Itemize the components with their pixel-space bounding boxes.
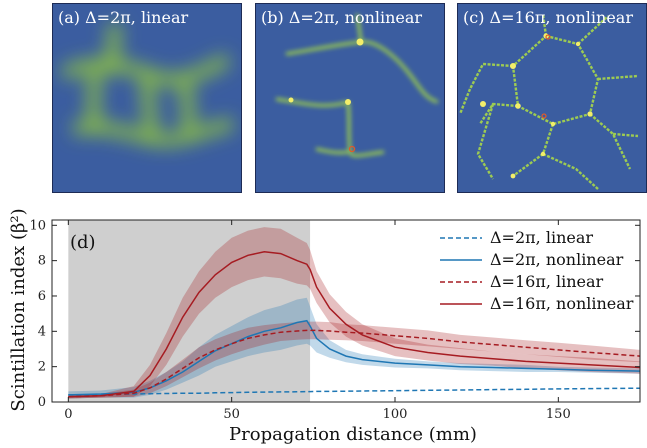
legend-entry-0: Δ=2π, linear: [490, 228, 593, 247]
y-tick-label-5: 10: [29, 218, 46, 233]
axes: 0 50 100 150 0 2 4 6 8 10: [29, 218, 641, 422]
series-line-2: [68, 329, 641, 398]
scintillation-chart: 0 50 100 150 0 2 4 6 8 10 (d) Propagation distanc…: [8, 208, 641, 445]
legend-entry-2: Δ=16π, linear: [490, 272, 604, 291]
plot-frame: [51, 219, 641, 403]
y-tick-label-2: 4: [38, 324, 46, 339]
legend-entry-1: Δ=2π, nonlinear: [490, 250, 624, 269]
panel-c-label: (c) Δ=16π, nonlinear: [463, 8, 633, 27]
panel-a: (a) Δ=2π, linear: [52, 3, 242, 193]
y-tick-label-1: 2: [38, 360, 46, 375]
x-tick-label-0: 0: [64, 407, 72, 422]
series-line-1: [68, 319, 641, 396]
y-axis-label: Scintillation index (β²): [8, 208, 29, 411]
series-band-1: [68, 297, 641, 399]
x-tick-label-1: 50: [223, 407, 240, 422]
panel-b-label: (b) Δ=2π, nonlinear: [261, 8, 423, 27]
shaded-region: [68, 220, 311, 402]
panel-c: (c) Δ=16π, nonlinear: [457, 3, 647, 193]
series-line-3: [68, 251, 641, 398]
x-tick-label-2: 100: [383, 407, 408, 422]
panel-a-pattern: [53, 4, 241, 192]
panel-d-label: (d): [70, 232, 96, 253]
series-band-3: [68, 227, 641, 399]
panel-b-pattern: [256, 4, 444, 192]
plot-area: [68, 220, 641, 402]
series-band-2: [68, 321, 641, 399]
y-tick-label-0: 0: [38, 395, 46, 410]
legend-entry-3: Δ=16π, nonlinear: [490, 294, 634, 313]
panel-c-pattern: [458, 4, 646, 192]
y-tick-label-3: 6: [38, 289, 46, 304]
panel-b: (b) Δ=2π, nonlinear: [255, 3, 445, 193]
x-axis-label: Propagation distance (mm): [229, 424, 477, 445]
legend: Δ=2π, linear Δ=2π, nonlinear Δ=16π, linear…: [440, 228, 634, 313]
panel-a-label: (a) Δ=2π, linear: [58, 8, 189, 27]
y-tick-label-4: 8: [38, 254, 46, 269]
x-tick-label-3: 150: [546, 407, 571, 422]
